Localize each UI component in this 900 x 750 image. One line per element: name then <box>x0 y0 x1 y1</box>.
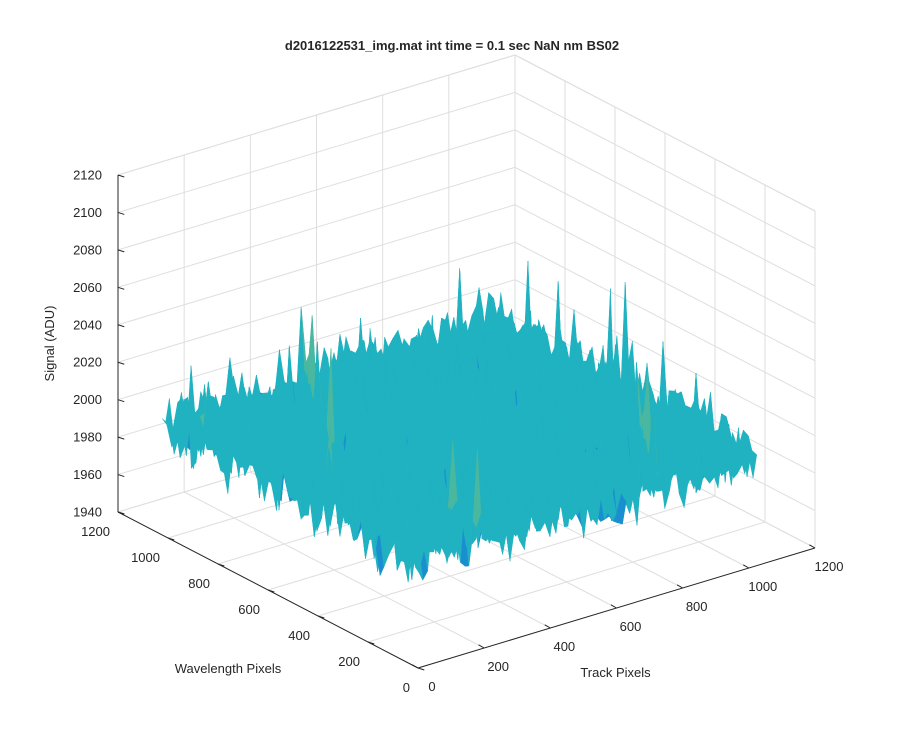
y-tick-mark <box>167 537 175 541</box>
chart-title: d2016122531_img.mat int time = 0.1 sec N… <box>285 38 619 53</box>
x-tick-label: 200 <box>487 659 509 674</box>
z-tick-label: 1940 <box>73 505 102 520</box>
x-tick-mark <box>412 664 419 669</box>
x-tick-label: 1200 <box>815 559 844 574</box>
x-tick-mark <box>742 564 750 569</box>
axis-layer: 0 200 400 600 800 1000 1200 0 200 400 600 800 1000 12… <box>73 168 843 696</box>
z-tick-mark <box>117 436 125 440</box>
grid-line <box>117 166 516 288</box>
grid-line <box>514 166 816 324</box>
z-tick-mark <box>117 399 125 403</box>
grid-line <box>117 279 516 401</box>
x-tick-mark <box>809 544 816 549</box>
y-tick-mark <box>317 615 325 619</box>
box-edge <box>117 54 516 176</box>
x-tick-mark <box>610 604 617 609</box>
y-tick-label: 0 <box>403 680 410 695</box>
y-tick-mark <box>217 563 225 567</box>
y-tick-label: 600 <box>238 602 260 617</box>
z-tick-label: 2020 <box>73 355 102 370</box>
z-tick-label: 1960 <box>73 467 102 482</box>
surface-layer <box>161 260 758 583</box>
grid-line <box>117 129 516 251</box>
x-tick-mark <box>478 644 485 649</box>
y-tick-label: 1000 <box>131 550 160 565</box>
x-tick-label: 800 <box>686 599 708 614</box>
x-tick-mark <box>544 624 551 629</box>
grid-line <box>514 204 816 362</box>
y-tick-label: 1200 <box>81 524 110 539</box>
y-tick-label: 800 <box>188 576 210 591</box>
z-tick-mark <box>117 324 125 328</box>
z-tick-mark <box>117 361 125 365</box>
grid-line <box>514 92 816 249</box>
x-tick-label: 600 <box>620 619 642 634</box>
grid-line <box>514 129 816 287</box>
box-edge <box>514 54 816 212</box>
z-tick-mark <box>117 474 125 478</box>
x-tick-mark <box>676 584 683 589</box>
z-tick-label: 2000 <box>73 392 102 407</box>
z-tick-mark <box>117 286 125 290</box>
x-tick-label: 400 <box>553 639 575 654</box>
grid-line <box>317 495 716 617</box>
grid-line <box>117 204 516 326</box>
y-tick-label: 200 <box>338 654 360 669</box>
z-tick-mark <box>117 511 125 515</box>
y-tick-label: 400 <box>288 628 310 643</box>
x-tick-label: 0 <box>428 679 435 694</box>
z-tick-label: 2040 <box>73 317 102 332</box>
grid-line <box>367 521 766 643</box>
y-tick-mark <box>417 667 425 671</box>
surface-patch <box>414 538 423 581</box>
z-tick-label: 1980 <box>73 430 102 445</box>
x-tick-label: 1000 <box>748 579 777 594</box>
grid-line <box>117 91 516 213</box>
grid-line <box>117 241 516 363</box>
y-tick-mark <box>367 641 375 645</box>
y-tick-mark <box>267 589 275 593</box>
grid-line <box>514 241 816 399</box>
grid-line <box>514 279 816 437</box>
